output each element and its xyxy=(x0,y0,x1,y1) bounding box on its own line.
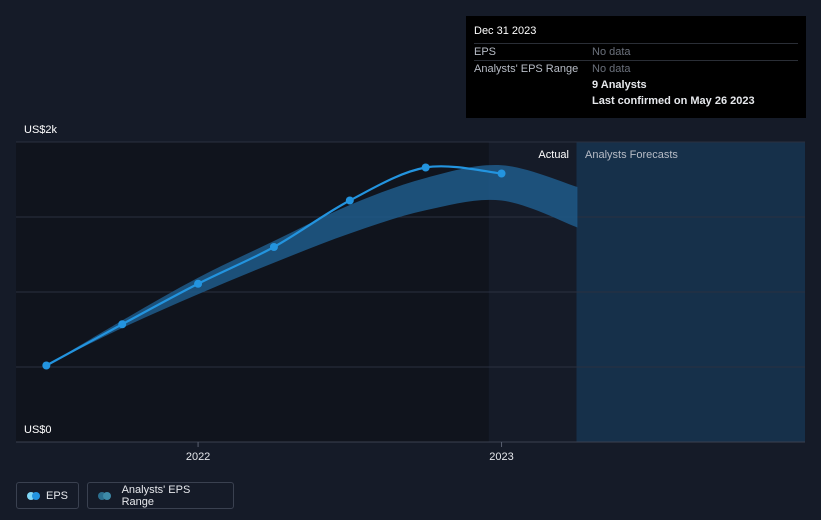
tooltip-analysts: 9 Analysts xyxy=(592,79,647,91)
tooltip-date: Dec 31 2023 xyxy=(474,25,537,37)
forecast-label: Analysts Forecasts xyxy=(585,149,678,161)
eps-point[interactable] xyxy=(345,196,354,205)
tooltip-range-label: Analysts' EPS Range xyxy=(474,63,579,75)
tooltip-confirmed: Last confirmed on May 26 2023 xyxy=(592,95,755,107)
tooltip-row-analysts: 9 Analysts xyxy=(474,77,798,93)
eps-legend-icon xyxy=(27,491,40,500)
tooltip-eps-label: EPS xyxy=(474,46,497,58)
actual-label: Actual xyxy=(538,149,569,161)
x-tick-label: 2022 xyxy=(186,451,210,463)
range-legend-icon xyxy=(98,491,114,500)
tooltip-row-eps: EPS No data xyxy=(474,43,798,60)
tooltip-range-value: No data xyxy=(592,63,631,75)
legend-range-label: Analysts' EPS Range xyxy=(121,483,191,508)
x-tick-label: 2023 xyxy=(489,451,513,463)
tooltip: Dec 31 2023 EPS No data Analysts' EPS Ra… xyxy=(466,16,806,118)
x-axis: 2022 2023 xyxy=(186,442,514,463)
tooltip-row-confirmed: Last confirmed on May 26 2023 xyxy=(474,93,798,109)
eps-point[interactable] xyxy=(269,243,278,251)
eps-point[interactable] xyxy=(118,320,127,329)
tooltip-eps-value: No data xyxy=(592,46,631,58)
legend-eps-label: EPS xyxy=(45,489,68,502)
y-axis-min-label: US$0 xyxy=(24,424,52,436)
eps-point[interactable] xyxy=(421,163,430,172)
legend-eps[interactable]: EPS xyxy=(16,482,79,509)
tooltip-row-range: Analysts' EPS Range No data xyxy=(474,60,798,77)
eps-points xyxy=(42,163,506,370)
eps-point[interactable] xyxy=(42,361,51,370)
y-axis-max-label: US$2k xyxy=(24,124,58,136)
eps-range-band xyxy=(46,165,578,366)
eps-point[interactable] xyxy=(194,279,203,288)
eps-point[interactable] xyxy=(497,169,506,178)
gridlines xyxy=(16,141,805,443)
legend-eps-range[interactable]: Analysts' EPS Range xyxy=(87,482,234,509)
